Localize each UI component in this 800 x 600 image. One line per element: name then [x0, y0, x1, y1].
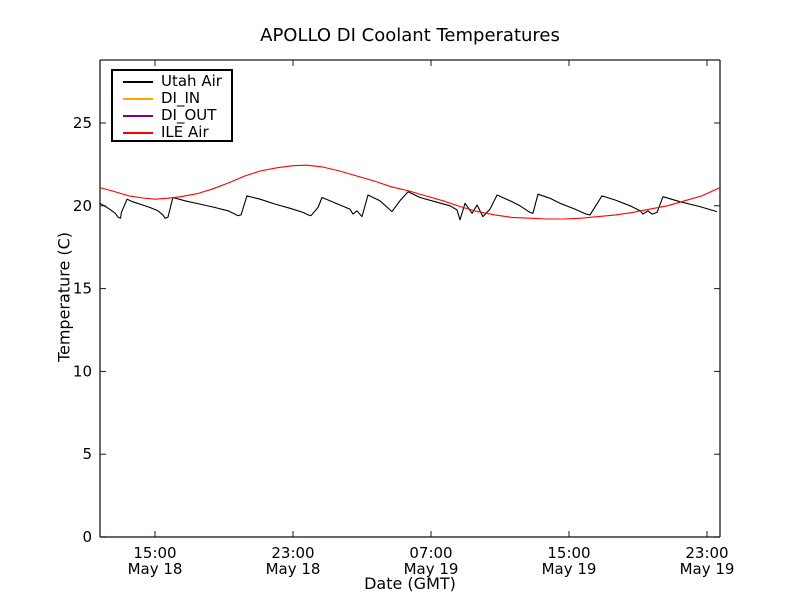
legend-item-utah-air: Utah Air	[123, 73, 231, 90]
y-axis-label: Temperature (C)	[54, 231, 74, 363]
legend-line-sample-di-in	[123, 97, 153, 100]
x-tick-label-time: 07:00	[409, 544, 452, 562]
x-tick-label-time: 23:00	[271, 544, 314, 562]
legend-line-sample-utah-air	[123, 80, 153, 83]
x-tick-label-date: May 18	[128, 560, 183, 578]
y-tick-label: 5	[82, 445, 92, 463]
y-tick-label: 15	[73, 280, 92, 298]
legend-label: DI_OUT	[161, 106, 217, 124]
legend-item-ile-air: ILE Air	[123, 124, 231, 141]
series-line-utah-air	[99, 191, 718, 221]
x-tick-label-date: May 19	[404, 560, 459, 578]
legend-label: DI_IN	[161, 89, 201, 107]
legend-item-di-in: DI_IN	[123, 90, 231, 107]
y-tick-label: 25	[73, 114, 92, 132]
legend-box: Utah Air DI_IN DI_OUT ILE Air	[111, 69, 233, 142]
x-tick-label-date: May 19	[542, 560, 597, 578]
x-tick-label-time: 15:00	[133, 544, 176, 562]
x-tick-label-time: 23:00	[685, 544, 728, 562]
x-tick-label-date: May 18	[266, 560, 321, 578]
legend-line-sample-di-out	[123, 114, 153, 117]
chart-title: APOLLO DI Coolant Temperatures	[260, 25, 560, 46]
legend-item-di-out: DI_OUT	[123, 107, 231, 124]
x-axis-label: Date (GMT)	[364, 574, 456, 593]
y-tick-label: 10	[73, 362, 92, 380]
legend-line-sample-ile-air	[123, 131, 153, 134]
x-tick-label-time: 15:00	[547, 544, 590, 562]
legend-label: ILE Air	[161, 123, 209, 141]
y-tick-label: 0	[82, 528, 92, 546]
y-tick-label: 20	[73, 197, 92, 215]
x-tick-label-date: May 19	[680, 560, 735, 578]
series-line-ile-air	[99, 164, 721, 220]
legend-label: Utah Air	[161, 72, 222, 90]
